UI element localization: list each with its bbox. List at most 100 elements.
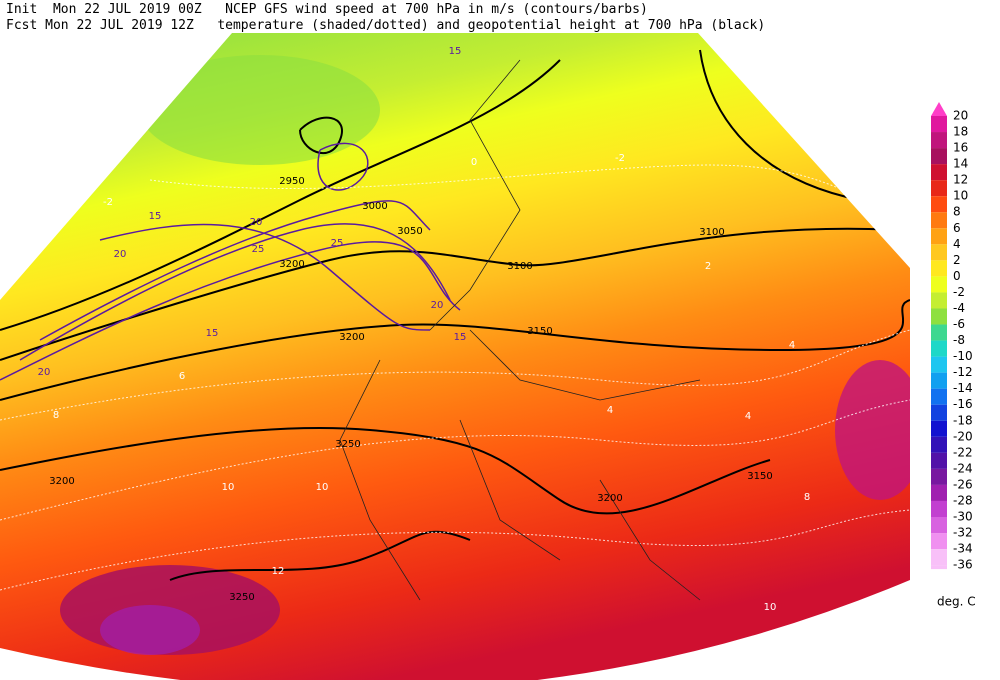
wind-label: 25 [331, 238, 344, 249]
height-label: 3100 [507, 261, 532, 272]
colorbar-label: 4 [953, 237, 961, 251]
colorbar-swatch [931, 308, 947, 325]
colorbar-label: 0 [953, 269, 961, 283]
colorbar-label: 14 [953, 157, 968, 171]
colorbar-label: -26 [953, 477, 973, 491]
wind-label: 20 [38, 367, 51, 378]
wind-label: 20 [431, 300, 444, 311]
wind-label: 15 [206, 328, 219, 339]
colorbar-label: -6 [953, 317, 965, 331]
height-label: 3150 [747, 471, 772, 482]
temp-label: 6 [179, 371, 185, 382]
colorbar-swatch [931, 549, 947, 566]
colorbar-swatch [931, 468, 947, 485]
colorbar-swatch [931, 324, 947, 341]
colorbar-label: 8 [953, 205, 961, 219]
colorbar-swatch [931, 388, 947, 405]
temp-label: 4 [789, 340, 795, 351]
height-label: 3200 [597, 493, 622, 504]
colorbar-swatch [931, 500, 947, 517]
colorbar-label: 20 [953, 109, 968, 123]
temp-label: 4 [745, 411, 751, 422]
temp-label: 8 [53, 410, 59, 421]
coastlines [339, 59, 701, 601]
temp-label: 0 [471, 157, 477, 168]
colorbar-swatch [931, 356, 947, 373]
temp-label: 8 [804, 492, 810, 503]
wind-label: 20 [114, 249, 127, 260]
colorbar-label: -18 [953, 413, 973, 427]
colorbar-swatch [931, 228, 947, 245]
temp-label: 12 [272, 566, 285, 577]
temp-label: 10 [316, 482, 329, 493]
colorbar-swatch [931, 420, 947, 437]
colorbar-swatch [931, 276, 947, 293]
height-label: 3150 [527, 326, 552, 337]
colorbar-label: -30 [953, 510, 973, 524]
colorbar-swatch [931, 340, 947, 357]
height-label: 3200 [279, 259, 304, 270]
colorbar-label: -24 [953, 461, 973, 475]
colorbar-swatch [931, 452, 947, 469]
colorbar: 20181614121086420-2-4-6-8-10-12-14-16-18… [931, 102, 973, 572]
colorbar-label: -10 [953, 349, 973, 363]
colorbar-swatch [931, 180, 947, 197]
colorbar-swatch [931, 148, 947, 165]
colorbar-label: -32 [953, 526, 973, 540]
colorbar-swatch [931, 212, 947, 229]
wind-label: 25 [252, 244, 265, 255]
colorbar-swatch [931, 292, 947, 309]
warm-area [100, 605, 200, 655]
height-label: 3250 [335, 439, 360, 450]
colorbar-label: -14 [953, 381, 973, 395]
colorbar-swatch [931, 517, 947, 534]
colorbar-swatch [931, 404, 947, 421]
colorbar-swatch [931, 132, 947, 149]
colorbar-label: 16 [953, 141, 968, 155]
warm-area [835, 360, 910, 500]
temp-label: 2 [705, 261, 711, 272]
wind-label: 20 [250, 217, 263, 228]
colorbar-swatch [931, 164, 947, 181]
colorbar-label: -12 [953, 365, 973, 379]
colorbar-swatch [931, 484, 947, 501]
colorbar-label: 10 [953, 189, 968, 203]
temp-label: -2 [615, 153, 625, 164]
temperature-contours [0, 164, 910, 591]
height-label: 3050 [397, 226, 422, 237]
colorbar-label: 12 [953, 173, 968, 187]
height-contours [0, 49, 910, 581]
height-label: 3200 [339, 332, 364, 343]
colorbar-label: -2 [953, 285, 965, 299]
colorbar-label: -4 [953, 301, 965, 315]
height-label: 3000 [362, 201, 387, 212]
cold-area [140, 55, 380, 165]
colorbar-label: -20 [953, 429, 973, 443]
colorbar-label: -22 [953, 445, 973, 459]
colorbar-label: -16 [953, 397, 973, 411]
colorbar-swatch [931, 565, 947, 570]
colorbar-label: 6 [953, 221, 961, 235]
height-label: 3250 [229, 592, 254, 603]
wind-label: 15 [149, 211, 162, 222]
temp-label: 10 [764, 602, 777, 613]
header-line: Fcst Mon 22 JUL 2019 12Z temperature (sh… [6, 18, 765, 33]
colorbar-label: -8 [953, 333, 965, 347]
colorbar-label: 18 [953, 125, 968, 139]
colorbar-label: 2 [953, 253, 961, 267]
wind-label: 15 [454, 332, 467, 343]
colorbar-label: -28 [953, 493, 973, 507]
colorbar-swatch [931, 244, 947, 261]
temp-label: 4 [607, 405, 613, 416]
colorbar-unit: deg. C [937, 595, 976, 609]
height-label: 3100 [699, 227, 724, 238]
height-label: 2950 [279, 176, 304, 187]
colorbar-swatch [931, 436, 947, 453]
colorbar-swatch [931, 196, 947, 213]
height-label: 3200 [49, 476, 74, 487]
colorbar-swatch [931, 533, 947, 550]
temp-label: 10 [222, 482, 235, 493]
header-line: Init Mon 22 JUL 2019 00Z NCEP GFS wind s… [6, 2, 648, 17]
map-area [0, 33, 910, 680]
